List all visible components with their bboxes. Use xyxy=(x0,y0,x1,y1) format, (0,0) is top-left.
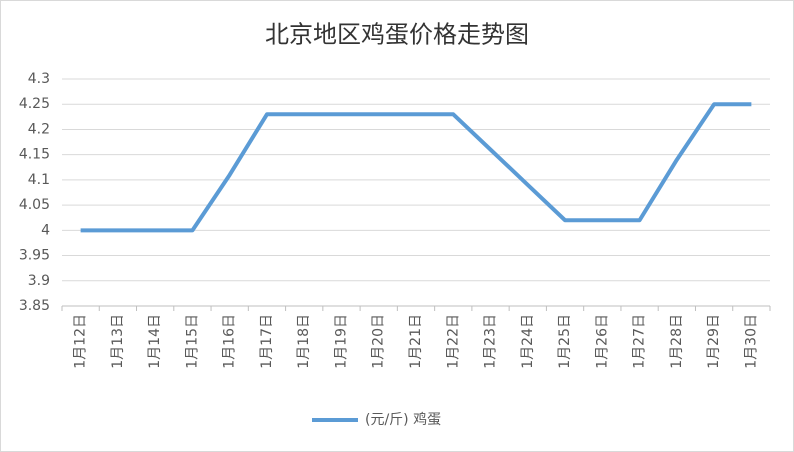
x-tick-label: 1月27日 xyxy=(632,314,648,369)
x-tick-label: 1月26日 xyxy=(594,314,610,369)
x-tick-label: 1月14日 xyxy=(147,314,163,369)
x-tick-label: 1月13日 xyxy=(110,314,126,369)
x-tick-label: 1月23日 xyxy=(483,314,499,369)
x-tick-label: 1月12日 xyxy=(73,314,89,369)
x-tick-label: 1月16日 xyxy=(222,314,238,369)
y-tick-label: 4.15 xyxy=(19,147,50,163)
x-tick-label: 1月20日 xyxy=(371,314,387,369)
x-tick-label: 1月29日 xyxy=(706,314,722,369)
y-tick-label: 4.1 xyxy=(28,172,50,188)
x-tick-label: 1月24日 xyxy=(520,314,536,369)
x-tick-label: 1月19日 xyxy=(333,314,349,369)
x-tick-label: 1月17日 xyxy=(259,314,275,369)
y-tick-label: 4.3 xyxy=(28,71,50,87)
y-tick-label: 4.05 xyxy=(19,197,50,213)
y-tick-label: 4.2 xyxy=(28,121,50,137)
x-tick-label: 1月25日 xyxy=(557,314,573,369)
y-tick-label: 4 xyxy=(41,222,50,238)
x-tick-label: 1月30日 xyxy=(743,314,759,369)
x-tick-label: 1月22日 xyxy=(445,314,461,369)
line xyxy=(80,102,752,233)
chart-title: 北京地区鸡蛋价格走势图 xyxy=(265,21,529,49)
x-tick-label: 1月28日 xyxy=(669,314,685,369)
y-tick-label: 4.25 xyxy=(19,96,50,112)
y-tick-label: 3.95 xyxy=(19,248,50,264)
x-tick-label: 1月21日 xyxy=(408,314,424,369)
legend-label: (元/斤) 鸡蛋 xyxy=(365,411,441,428)
x-tick-label: 1月18日 xyxy=(296,314,312,369)
y-tick-label: 3.9 xyxy=(28,273,50,289)
x-tick-label: 1月15日 xyxy=(184,314,200,369)
y-tick-label: 3.85 xyxy=(19,298,50,314)
